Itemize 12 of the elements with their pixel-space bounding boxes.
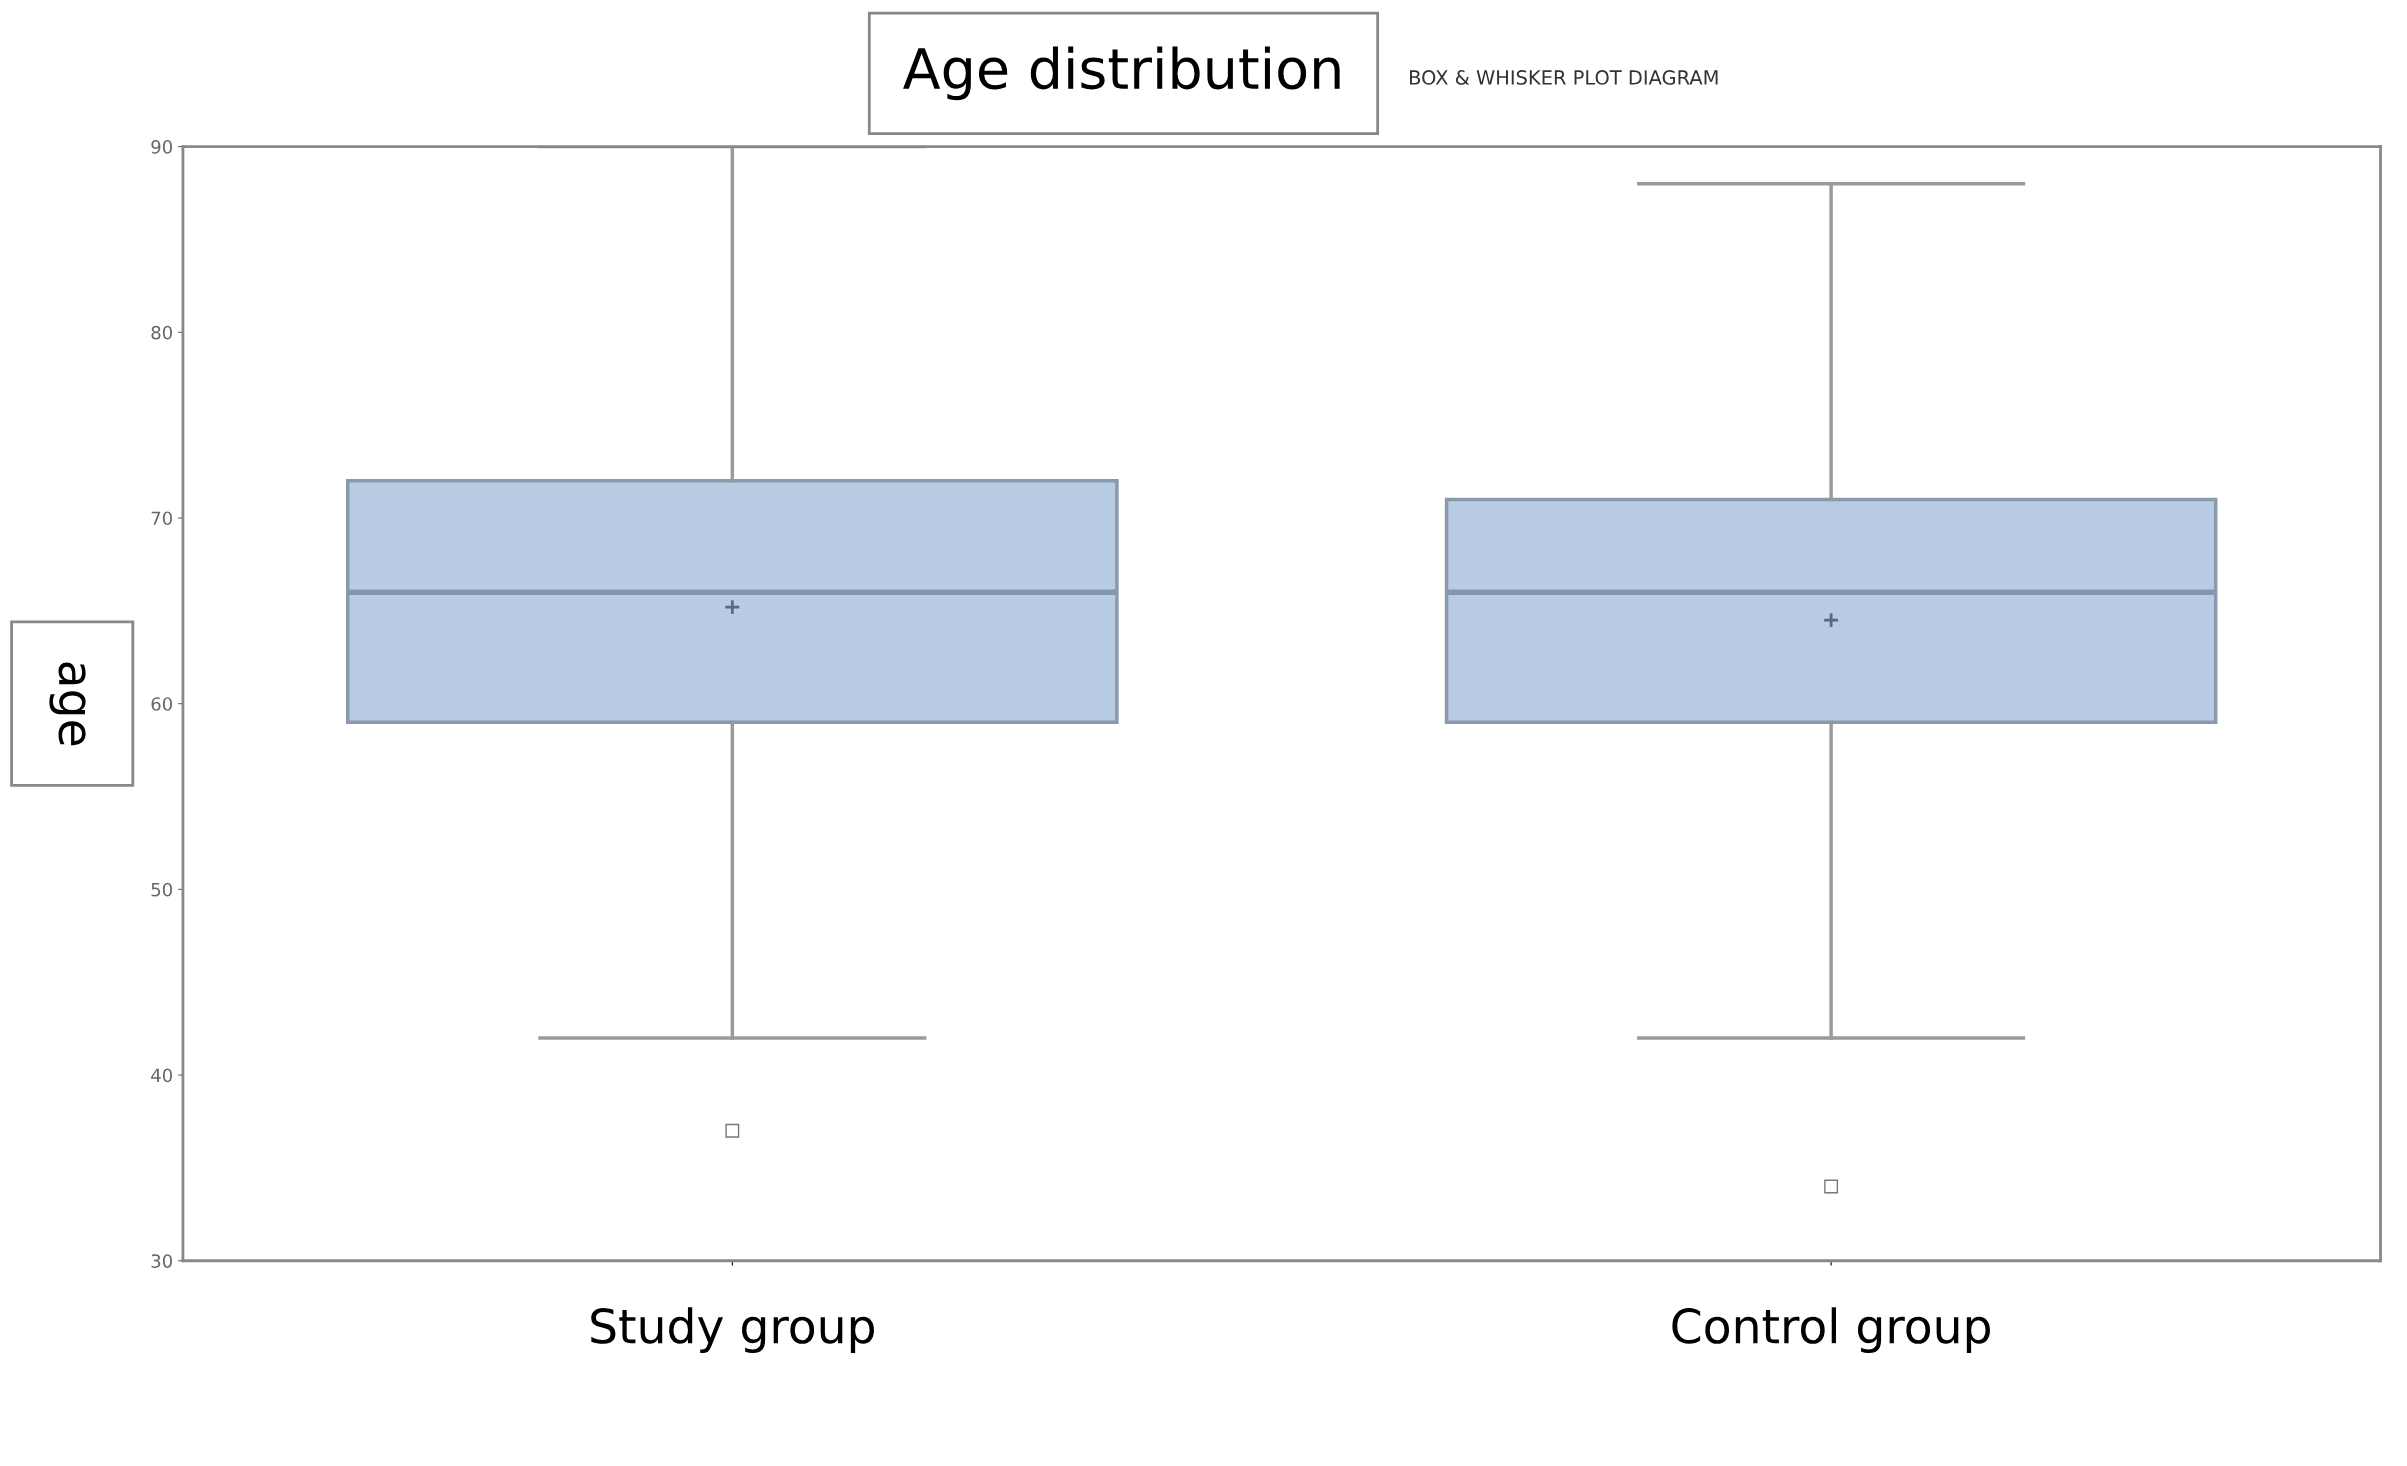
y-tick-label: 60 xyxy=(151,697,173,711)
x-tick-label: Study group xyxy=(591,1307,874,1353)
y-axis-title: age xyxy=(49,662,86,746)
y-tick-label: 40 xyxy=(151,1068,173,1083)
y-tick-label: 70 xyxy=(151,511,173,526)
chart-title: Age distribution xyxy=(903,46,1340,101)
y-tick-label: 50 xyxy=(151,882,173,897)
y-tick-label: 30 xyxy=(151,1254,173,1268)
y-tick-label: 90 xyxy=(151,140,173,154)
y-tick-label: 80 xyxy=(151,325,173,340)
x-tick-label: Control group xyxy=(1672,1307,1990,1353)
chart-subtitle: BOX & WHISKER PLOT DIAGRAM xyxy=(1410,70,1718,85)
